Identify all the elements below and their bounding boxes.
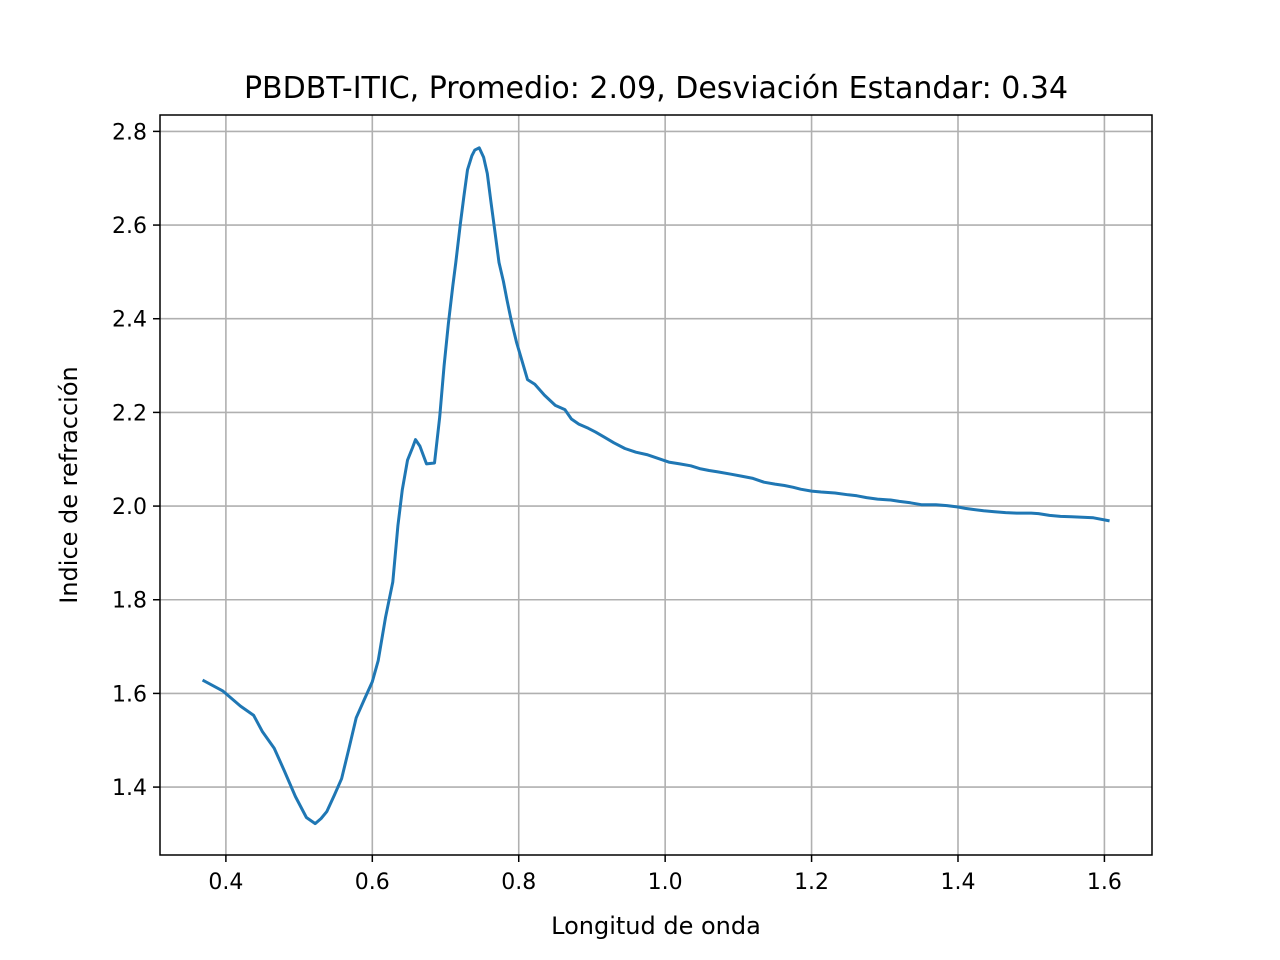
y-tick-label: 2.0 <box>112 495 147 520</box>
series-line <box>201 146 1110 826</box>
axis-ticks: 0.4 0.6 0.8 1.0 1.2 1.4 1.6 1.4 1.6 1.8 2.0 2.2 2.4 2… <box>112 120 1122 895</box>
x-tick-label: 1.2 <box>794 870 829 895</box>
x-axis-label: Longitud de onda <box>551 912 761 940</box>
y-tick-label: 1.6 <box>112 682 147 707</box>
grid <box>160 115 1152 855</box>
x-tick-label: 0.6 <box>355 870 390 895</box>
y-axis-label: Indice de refracción <box>55 366 83 604</box>
y-tick-label: 2.4 <box>112 308 147 333</box>
x-tick-label: 0.4 <box>208 870 243 895</box>
y-tick-label: 1.8 <box>112 589 147 614</box>
y-tick-label: 1.4 <box>112 776 147 801</box>
x-tick-label: 1.4 <box>940 870 975 895</box>
x-tick-label: 0.8 <box>501 870 536 895</box>
y-tick-label: 2.8 <box>112 120 147 145</box>
y-tick-label: 2.6 <box>112 214 147 239</box>
x-tick-label: 1.6 <box>1087 870 1122 895</box>
y-tick-label: 2.2 <box>112 401 147 426</box>
chart-title: PBDBT-ITIC, Promedio: 2.09, Desviación E… <box>244 71 1068 106</box>
plot-frame <box>159 114 1153 856</box>
x-tick-label: 1.0 <box>648 870 683 895</box>
